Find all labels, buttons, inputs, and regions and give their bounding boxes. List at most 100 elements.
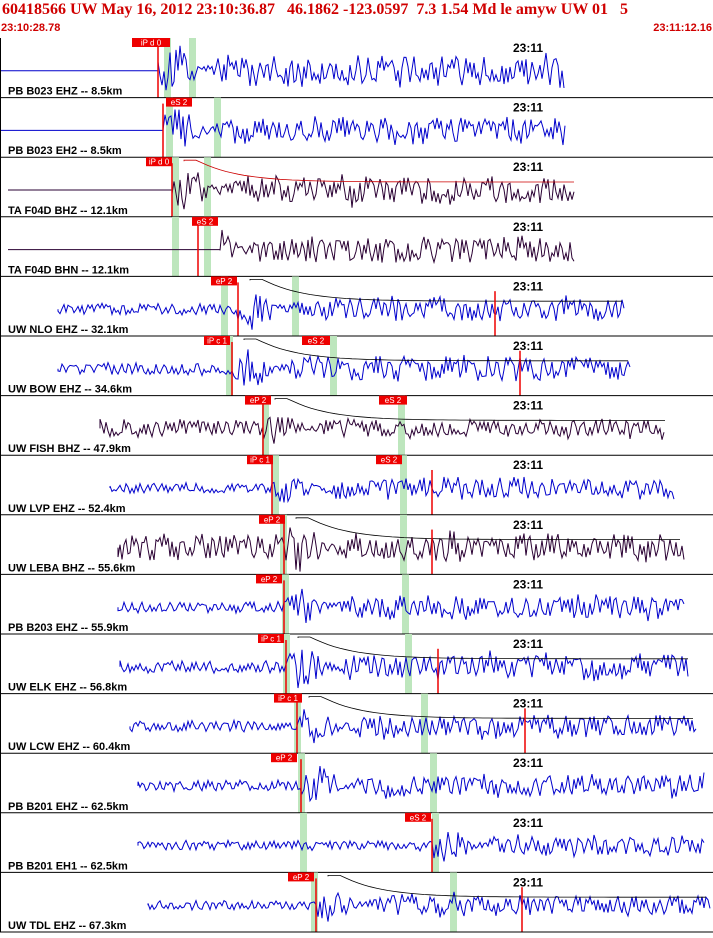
time-mark: 23:11 [513, 160, 543, 174]
channel-label: PB B201 EHZ -- 62.5km [8, 801, 129, 813]
channel-label: UW TDL EHZ -- 67.3km [8, 920, 127, 932]
pick-window [282, 574, 289, 634]
trace-row[interactable]: eS 2 23:11 PB B023 EH2 -- 8.5km [0, 97, 713, 158]
pick-box[interactable] [192, 216, 218, 226]
pick-window [164, 38, 171, 98]
pick-box[interactable] [247, 455, 273, 465]
trace-row[interactable]: eP 2 23:11 UW TDL EHZ -- 67.3km [0, 872, 713, 933]
start-time: 23:10:28.78 [1, 22, 61, 34]
pick-box[interactable] [379, 395, 407, 405]
pick-box[interactable] [146, 157, 172, 167]
pick-box[interactable] [376, 455, 402, 465]
trace-row[interactable]: eS 2 23:11 PB B201 EH1 -- 62.5km [0, 812, 713, 873]
waveform [117, 588, 685, 624]
pick-label: iP c 1 [278, 694, 298, 703]
time-mark: 23:11 [513, 518, 543, 532]
pick-window [300, 812, 307, 873]
trace-row[interactable]: iP c 1 23:11 UW LCW EHZ -- 60.4km [0, 693, 713, 754]
coda-fit-curve [243, 338, 628, 362]
trace-row[interactable]: eP 2 eS 2 23:11 UW FISH BHZ -- 47.9km [0, 395, 713, 456]
pick-label: eS 2 [308, 337, 325, 346]
pick-box[interactable] [245, 395, 271, 405]
waveform [57, 349, 631, 386]
pick-box[interactable] [166, 97, 192, 107]
pick-label: eS 2 [410, 813, 427, 822]
pick-box[interactable] [288, 872, 314, 882]
trace-row[interactable]: eP 2 23:11 UW LEBA BHZ -- 55.6km [0, 514, 713, 575]
pick-box[interactable] [258, 634, 284, 643]
event-title: 60418566 UW May 16, 2012 23:10:36.87 46.… [2, 1, 629, 18]
pick-box[interactable] [259, 514, 285, 524]
channel-label: PB B201 EH1 -- 62.5km [8, 860, 128, 872]
time-mark: 23:11 [513, 458, 543, 472]
trace-row[interactable]: eP 2 23:11 PB B203 EHZ -- 55.9km [0, 574, 713, 635]
channel-label: PB B023 EH2 -- 8.5km [8, 145, 122, 157]
pick-box[interactable] [132, 38, 170, 47]
pick-window [272, 455, 279, 515]
channel-label: PB B023 EHZ -- 8.5km [8, 86, 123, 98]
time-mark: 23:11 [513, 875, 543, 889]
channel-label: UW LCW EHZ -- 60.4km [8, 741, 130, 753]
trace-row[interactable]: eP 2 23:11 UW NLO EHZ -- 32.1km [0, 276, 713, 337]
pick-box[interactable] [405, 812, 431, 822]
trace-row[interactable]: iP c 1 eS 2 23:11 UW LVP EHZ -- 52.4km [0, 455, 713, 516]
trace-row[interactable]: iP c 1 eS 2 23:11 UW BOW EHZ -- 34.6km [0, 336, 713, 397]
pick-label: iP c 1 [207, 337, 227, 346]
pick-label: iP c 1 [250, 456, 270, 465]
pick-window [172, 216, 179, 277]
channel-label: PB B203 EHZ -- 55.9km [8, 622, 129, 634]
time-mark: 23:11 [513, 101, 543, 115]
time-mark: 23:11 [513, 577, 543, 591]
pick-window [450, 872, 457, 932]
channel-label: TA F04D BHN -- 12.1km [8, 264, 129, 276]
trace-row[interactable]: iP c 1 23:11 UW ELK EHZ -- 56.8km [0, 634, 713, 695]
coda-fit-curve [297, 636, 688, 660]
channel-label: TA F04D BHZ -- 12.1km [8, 205, 128, 217]
trace-row[interactable]: iP d 0 23:11 TA F04D BHZ -- 12.1km [0, 157, 713, 218]
trace-row[interactable]: eP 2 23:11 PB B201 EHZ -- 62.5km [0, 753, 713, 814]
waveform [117, 527, 685, 572]
channel-label: UW ELK EHZ -- 56.8km [8, 682, 127, 694]
header: 60418566 UW May 16, 2012 23:10:36.87 46.… [0, 0, 713, 38]
pick-window [405, 634, 412, 694]
pick-box[interactable] [256, 574, 282, 584]
channel-label: UW LEBA BHZ -- 55.6km [8, 562, 136, 574]
time-mark: 23:11 [513, 220, 543, 234]
pick-label: eS 2 [197, 217, 214, 226]
pick-box[interactable] [211, 276, 237, 286]
pick-box[interactable] [274, 693, 302, 703]
pick-label: eS 2 [385, 396, 402, 405]
time-mark: 23:11 [513, 637, 543, 651]
pick-label: eP 2 [264, 515, 281, 524]
pick-label: eP 2 [276, 754, 293, 763]
pick-window [262, 395, 269, 456]
waveform [147, 891, 711, 922]
waveform [57, 294, 625, 330]
pick-box[interactable] [204, 336, 230, 345]
time-mark: 23:11 [513, 279, 543, 293]
pick-box[interactable] [271, 753, 297, 763]
channel-label: UW FISH BHZ -- 47.9km [8, 443, 131, 455]
trace-row[interactable]: eS 2 23:11 TA F04D BHN -- 12.1km [0, 216, 713, 277]
waveform [129, 709, 697, 744]
trace-row[interactable]: iP d 0 23:11 PB B023 EHZ -- 8.5km [0, 38, 713, 99]
waveform [109, 476, 675, 504]
pick-label: eS 2 [171, 98, 188, 107]
coda-fit-curve [249, 279, 622, 302]
pick-label: iP d 0 [149, 158, 170, 167]
pick-label: iP c 1 [261, 635, 281, 644]
time-mark: 23:11 [513, 339, 543, 353]
coda-fit-curve [295, 517, 680, 540]
coda-fit-curve [274, 398, 665, 421]
pick-box[interactable] [302, 336, 330, 345]
time-mark: 23:11 [513, 756, 543, 770]
pick-window [166, 97, 173, 158]
waveform [8, 172, 575, 210]
waveform [99, 416, 665, 444]
pick-window [400, 514, 407, 575]
waveform [8, 229, 575, 265]
time-mark: 23:11 [513, 697, 543, 711]
pick-window [189, 38, 196, 98]
end-time: 23:11:12.16 [653, 22, 712, 34]
